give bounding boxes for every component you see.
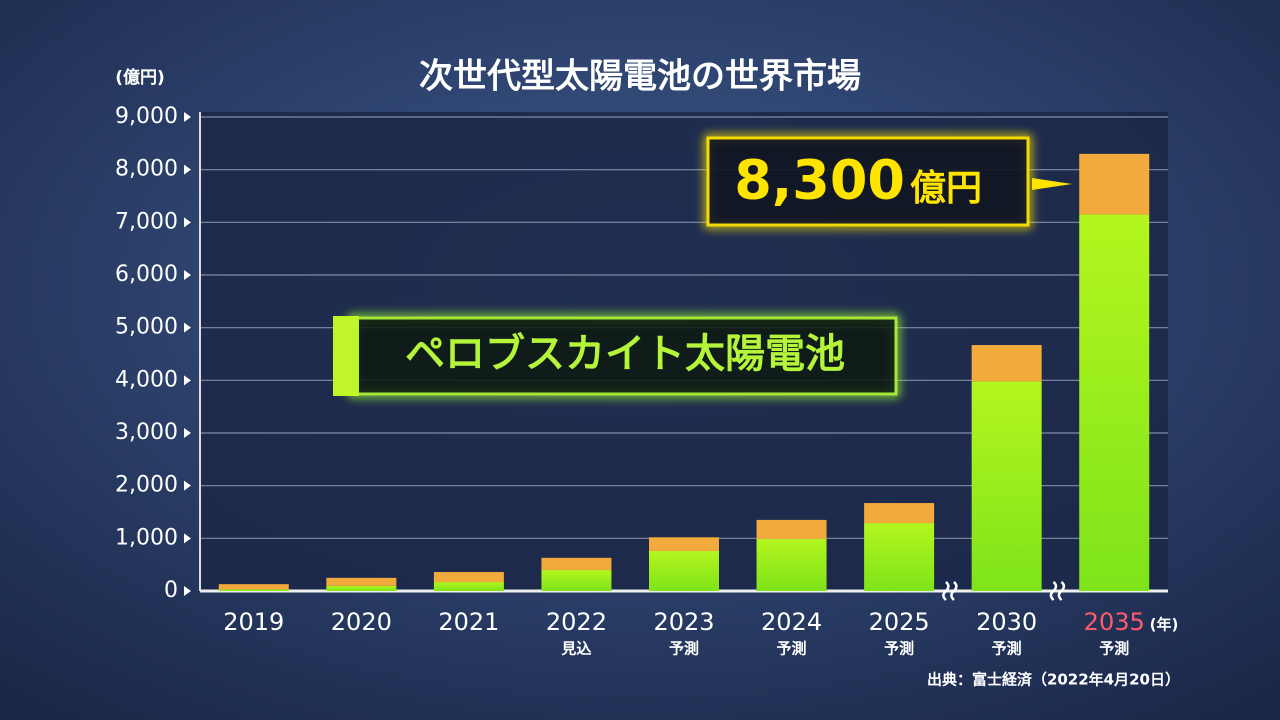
bar-segment [864, 523, 935, 591]
y-tick-label: 2,000 [115, 473, 178, 498]
callout-value: 8,300 [734, 149, 905, 212]
x-tick-label: 2019 [223, 608, 284, 636]
x-tick-note: 予測 [1099, 640, 1129, 658]
bar-segment [756, 538, 827, 591]
axis-break [942, 581, 958, 601]
x-tick-label: 2024 [761, 608, 822, 636]
y-tick-label: 8,000 [115, 157, 178, 182]
bar-segment [1079, 153, 1150, 215]
y-tick-label: 7,000 [115, 209, 178, 234]
x-tick-note: 予測 [992, 640, 1022, 658]
x-tick-label: 2021 [438, 608, 499, 636]
x-tick-note: 予測 [884, 640, 914, 658]
bar-segment [326, 585, 397, 591]
tick-arrow [184, 270, 191, 280]
bar-segment [218, 584, 289, 590]
y-tick-label: 6,000 [115, 262, 178, 287]
tick-arrow [184, 112, 191, 122]
series-swatch [333, 316, 359, 396]
tick-arrow [184, 217, 191, 228]
bar-segment [971, 345, 1042, 382]
tick-arrow [184, 480, 191, 491]
bar-segment [649, 550, 719, 591]
bar-segment [1079, 214, 1150, 591]
x-unit-label: (年) [1150, 616, 1179, 634]
tick-arrow [184, 428, 191, 438]
bar-segment [541, 557, 612, 570]
callout-pointer [1032, 178, 1072, 190]
tick-arrow [184, 375, 191, 386]
tick-arrow [184, 164, 191, 175]
y-tick-label: 5,000 [115, 315, 178, 340]
x-tick-note: 予測 [777, 640, 807, 658]
bar-segment [756, 519, 827, 539]
axis-break [1049, 581, 1066, 601]
bar-segment [326, 577, 397, 586]
x-tick-label: 2030 [976, 608, 1037, 636]
bar-segment [649, 537, 719, 551]
y-tick-label: 9,000 [115, 104, 178, 129]
bar-segment [218, 589, 289, 591]
bar-segment [541, 569, 612, 591]
y-tick-label: 4,000 [115, 367, 178, 392]
x-tick-label: 2025 [869, 608, 930, 636]
series-label: ペロブスカイト太陽電池 [405, 331, 845, 377]
callout-box [706, 136, 1030, 227]
x-tick-label: 2020 [331, 608, 392, 636]
tick-arrow [184, 322, 191, 333]
x-tick-note: 予測 [669, 640, 699, 658]
y-tick-label: 1,000 [115, 525, 178, 550]
tick-arrow [184, 586, 191, 596]
chart-title: 次世代型太陽電池の世界市場 [419, 57, 861, 97]
bar-segment [971, 381, 1042, 591]
x-tick-note: 見込 [560, 640, 591, 658]
source: 出典：富士経済（2022年4月20日） [927, 671, 1180, 689]
y-tick-label: 3,000 [115, 420, 178, 445]
bar-segment [433, 572, 504, 583]
bar-segment [433, 582, 504, 591]
y-unit-label: (億円) [115, 67, 165, 88]
x-tick-label: 2035 [1084, 608, 1145, 636]
y-tick-label: 0 [164, 578, 178, 603]
tick-arrow [184, 533, 191, 544]
bar-segment [864, 503, 935, 524]
callout-unit: 億円 [910, 168, 982, 209]
x-tick-label: 2022 [546, 608, 607, 636]
x-tick-label: 2023 [653, 608, 714, 636]
